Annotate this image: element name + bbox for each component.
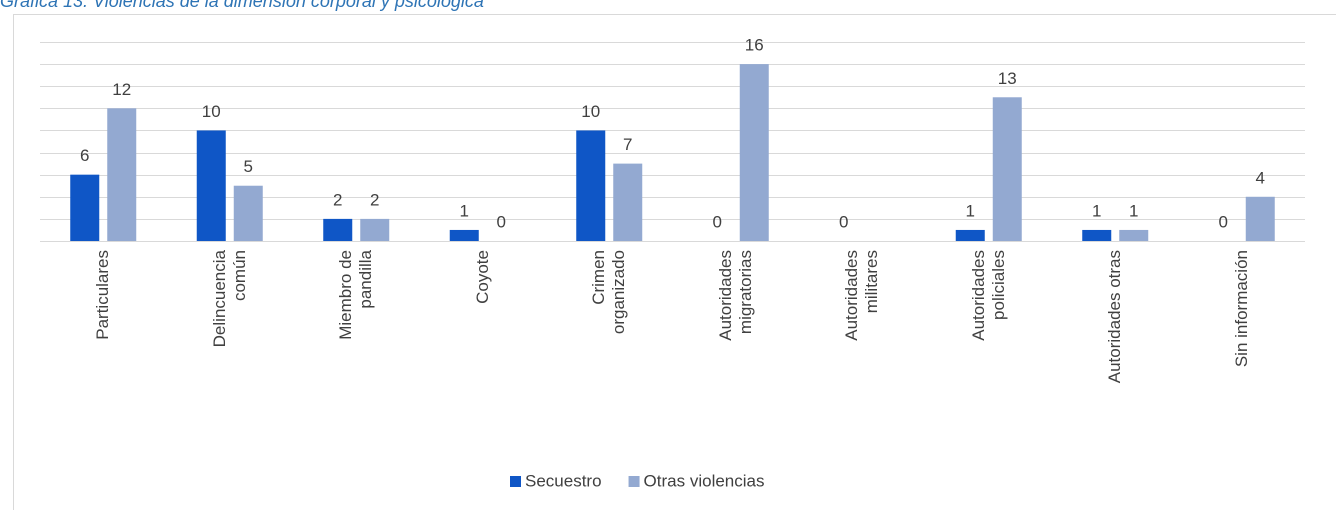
bar xyxy=(449,229,479,241)
bar xyxy=(360,218,390,241)
bar xyxy=(196,130,226,241)
data-label: 5 xyxy=(244,157,253,176)
bar xyxy=(613,163,643,241)
bar xyxy=(955,229,985,241)
bar xyxy=(107,108,137,241)
x-tick-label: Coyote xyxy=(472,250,492,304)
bar xyxy=(70,174,100,241)
chart-title: Gráfica 13. Violencias de la dimensión c… xyxy=(0,0,484,11)
x-tick-label: Miembro de pandilla xyxy=(336,250,376,340)
bar xyxy=(1245,196,1275,241)
legend-swatch xyxy=(510,476,521,487)
data-label: 1 xyxy=(1092,201,1101,220)
legend-label: Secuestro xyxy=(525,471,602,490)
bar xyxy=(739,64,769,241)
bar xyxy=(992,97,1022,242)
data-label: 6 xyxy=(80,146,89,165)
x-tick-label: Delincuencia común xyxy=(209,250,249,348)
data-label: 12 xyxy=(112,80,131,99)
data-label: 1 xyxy=(1129,201,1138,220)
x-tick-label: Autoridades otras xyxy=(1105,250,1125,384)
bar xyxy=(1119,229,1149,241)
data-label: 1 xyxy=(966,201,975,220)
data-label: 10 xyxy=(202,102,221,121)
data-label: 0 xyxy=(497,212,506,231)
chart-frame xyxy=(13,14,1336,510)
x-tick-label: Autoridades policiales xyxy=(968,250,1008,341)
x-tick-label: Autoridades militares xyxy=(842,250,882,341)
x-tick-label: Autoridades migratorias xyxy=(715,250,755,341)
bar xyxy=(576,130,606,241)
data-label: 0 xyxy=(1219,212,1228,231)
data-label: 2 xyxy=(333,190,342,209)
x-tick-label: Crimen organizado xyxy=(589,250,629,335)
data-label: 10 xyxy=(581,102,600,121)
legend-swatch xyxy=(628,476,640,487)
data-label: 7 xyxy=(623,135,632,154)
data-label: 0 xyxy=(839,212,848,231)
data-label: 13 xyxy=(998,69,1017,88)
bar xyxy=(1082,229,1112,241)
legend-label: Otras violencias xyxy=(644,471,765,490)
data-label: 16 xyxy=(745,36,764,55)
x-tick-label: Sin información xyxy=(1231,250,1251,368)
data-label: 0 xyxy=(713,212,722,231)
data-label: 1 xyxy=(460,201,469,220)
x-tick-label: Particulares xyxy=(93,250,113,340)
bar xyxy=(323,218,353,241)
data-label: 4 xyxy=(1256,168,1265,187)
data-label: 2 xyxy=(370,190,379,209)
bar xyxy=(233,185,263,241)
